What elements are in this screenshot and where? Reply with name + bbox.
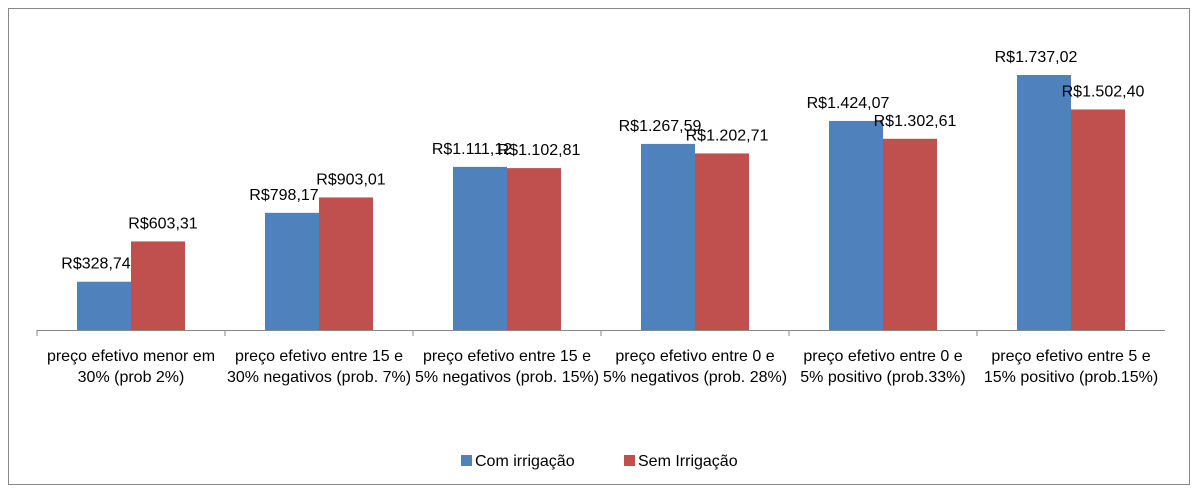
- value-label: R$603,31: [128, 215, 197, 232]
- chart-border: [8, 8, 1190, 485]
- bar: [507, 168, 561, 330]
- bar: [319, 197, 373, 330]
- x-tick-label: preço efetivo entre 0 e 5% positivo (pro…: [800, 348, 966, 386]
- bar: [1017, 75, 1071, 330]
- bar: [695, 153, 749, 330]
- legend-label: Sem Irrigação: [638, 453, 738, 470]
- value-label: R$1.424,07: [807, 95, 890, 112]
- x-tick-label: preço efetivo menor em 30% (prob 2%): [46, 348, 216, 386]
- bar: [265, 212, 319, 330]
- bar: [641, 143, 695, 330]
- legend-label: Com irrigação: [475, 453, 575, 470]
- value-label: R$1.302,61: [874, 113, 957, 130]
- value-label: R$1.737,02: [995, 49, 1078, 66]
- legend-swatch: [461, 455, 472, 466]
- value-label: R$1.502,40: [1062, 83, 1145, 100]
- legend-swatch: [624, 455, 635, 466]
- value-label: R$1.267,59: [619, 118, 702, 135]
- x-tick-label: preço efetivo entre 5 e 15% positivo (pr…: [983, 348, 1159, 386]
- value-label: R$903,01: [316, 171, 385, 188]
- value-label: R$1.102,81: [498, 142, 581, 159]
- value-label: R$1.202,71: [686, 127, 769, 144]
- bar: [77, 281, 131, 330]
- bar: [453, 166, 507, 330]
- bar: [883, 138, 937, 330]
- bar: [829, 120, 883, 330]
- value-label: R$1.111,12: [432, 141, 512, 158]
- x-tick-label: preço efetivo entre 0 e 5% negativos (pr…: [602, 348, 788, 386]
- value-label: R$798,17: [249, 187, 318, 204]
- x-tick-label: preço efetivo entre 15 e 30% negativos (…: [226, 348, 412, 386]
- bar: [1071, 109, 1125, 330]
- bar: [131, 241, 185, 330]
- x-tick-label: preço efetivo entre 15 e 5% negativos (p…: [414, 348, 600, 386]
- value-label: R$328,74: [61, 256, 130, 273]
